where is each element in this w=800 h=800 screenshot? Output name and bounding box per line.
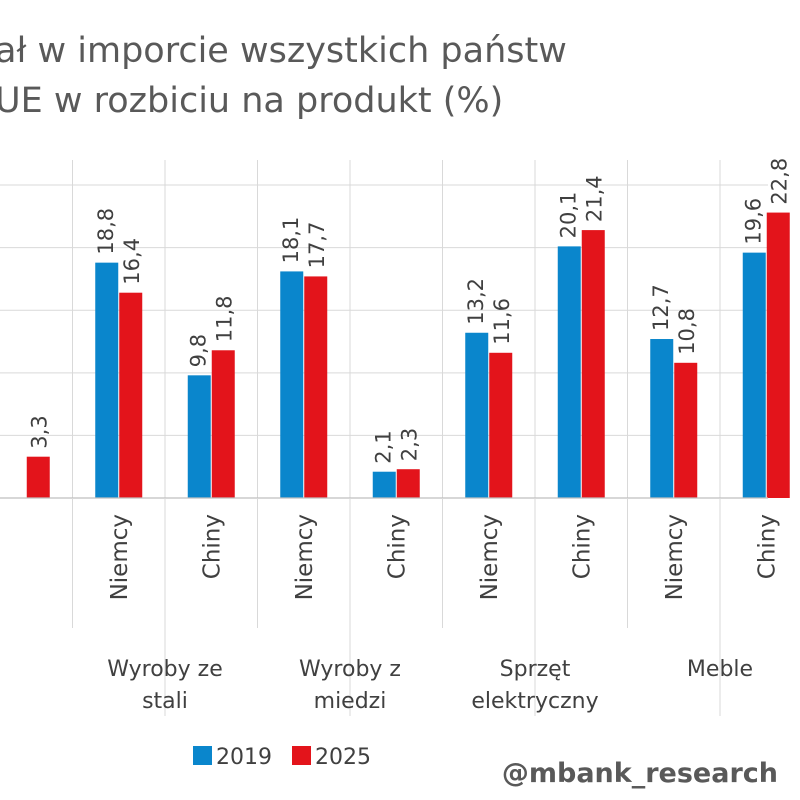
country-label: Niemcy (107, 514, 133, 600)
country-label: Chiny (384, 514, 410, 579)
group-label: Meble (687, 657, 753, 682)
legend-swatch-2019 (193, 746, 212, 765)
bar-2025 (489, 352, 513, 498)
bars (26, 212, 790, 499)
bar-2025 (119, 292, 143, 498)
bar-2019 (650, 339, 674, 498)
data-label: 11,6 (490, 298, 514, 345)
group-label: Sprzęt (500, 657, 571, 682)
group-label: stali (142, 689, 188, 714)
chart-title-line-1: ał w imporcie wszystkich państw (0, 31, 567, 71)
watermark: @mbank_research (502, 758, 778, 789)
bar-2025 (581, 230, 605, 498)
data-label: 21,4 (582, 175, 606, 222)
bar-2025 (304, 276, 328, 498)
bar-2025 (26, 456, 50, 498)
legend-label-2025: 2025 (315, 745, 371, 770)
data-label: 11,8 (212, 296, 236, 343)
data-label: 3,3 (27, 415, 51, 448)
category-axis: Niemcy Chiny Wyroby ze stali Niemcy Chiny Wyro… (0, 497, 780, 716)
data-label: 12,7 (649, 284, 673, 331)
bar-2019 (372, 471, 396, 498)
group-label: elektryczny (471, 689, 598, 714)
chart-title-line-2: UE w rozbiciu na produkt (%) (0, 81, 503, 121)
data-label: 19,6 (741, 198, 765, 245)
country-label: Chiny (569, 514, 595, 579)
data-label: 16,4 (120, 238, 144, 285)
bar-2019 (557, 246, 581, 498)
data-label: 22,8 (767, 158, 791, 205)
group-label: Wyroby ze (107, 657, 222, 682)
bar-2025 (674, 362, 698, 498)
country-label: Niemcy (292, 514, 318, 600)
data-label: 18,1 (279, 217, 303, 264)
bar-2019 (187, 375, 211, 498)
group-label: Wyroby z (299, 657, 401, 682)
data-label: 17,7 (305, 222, 329, 269)
data-label: 2,3 (397, 428, 421, 461)
data-label: 10,8 (675, 308, 699, 355)
bar-2025 (396, 469, 420, 498)
legend-swatch-2025 (292, 746, 311, 765)
data-label: 2,1 (371, 430, 395, 463)
bar-2019 (465, 332, 489, 498)
value-labels: 3,3 18,816,4 9,811,8 18,1 17,7 2,1 2,3 13,2 11,6… (27, 158, 791, 464)
bar-2025 (766, 212, 790, 499)
country-label: Niemcy (662, 514, 688, 600)
data-label: 9,8 (186, 334, 210, 367)
bar-2019 (280, 271, 304, 498)
data-label: 18,8 (94, 208, 118, 255)
country-label: Niemcy (477, 514, 503, 600)
bar-2025 (211, 350, 235, 498)
country-label: Chiny (754, 514, 780, 579)
group-label: miedzi (314, 689, 387, 714)
data-label: 13,2 (464, 278, 488, 325)
bar-2019 (742, 252, 766, 498)
bar-2019 (95, 262, 119, 498)
country-label: Chiny (199, 514, 225, 579)
data-label: 20,1 (556, 192, 580, 239)
legend-label-2019: 2019 (216, 745, 272, 770)
legend: 2019 2025 (193, 745, 371, 770)
